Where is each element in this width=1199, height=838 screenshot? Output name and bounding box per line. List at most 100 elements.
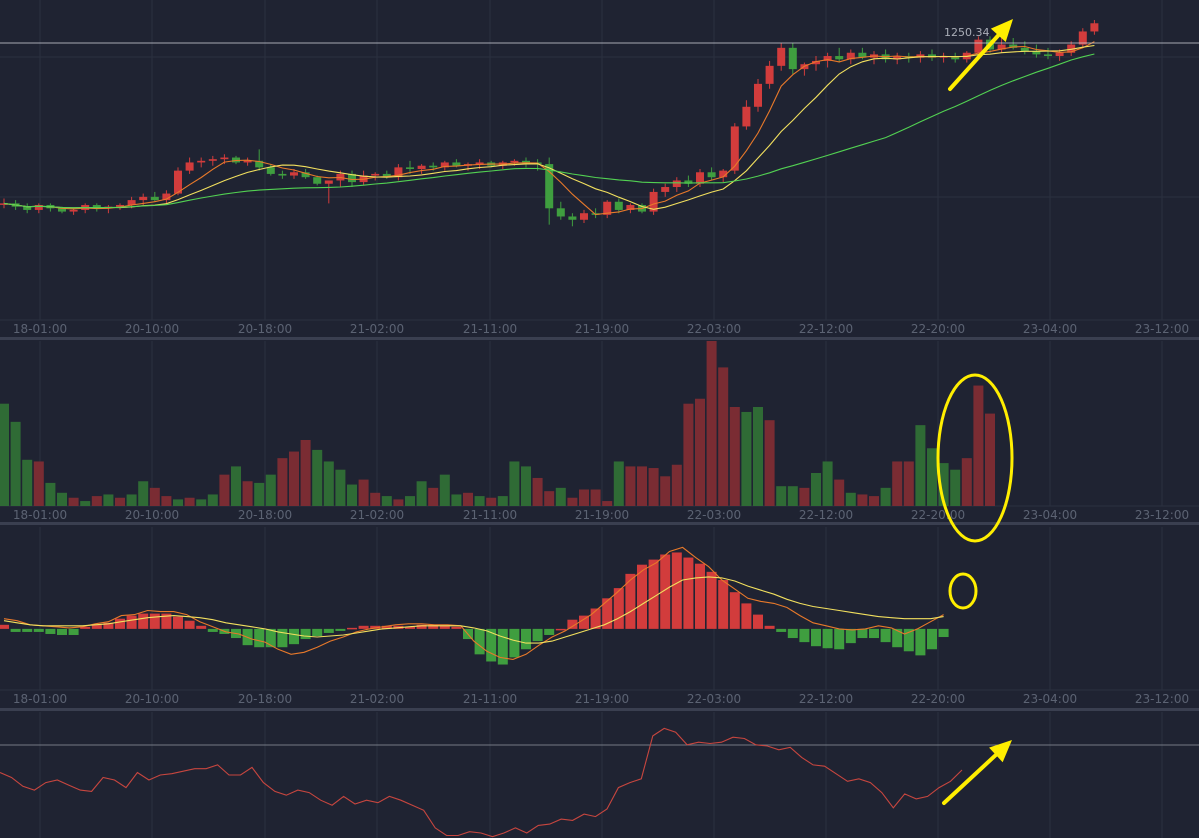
volume-bar: [613, 461, 624, 506]
volume-bar: [869, 496, 879, 506]
macd-x-tick-label: 22-12:00: [799, 692, 853, 706]
volume-x-tick-label: 20-10:00: [125, 508, 179, 522]
macd-histogram-bar: [648, 559, 659, 629]
current-price-label: 1250.34: [944, 26, 990, 39]
volume-bar: [300, 440, 311, 506]
arrow-head: [989, 740, 1012, 763]
volume-bar: [428, 487, 439, 506]
macd-x-tick-label: 21-02:00: [350, 692, 404, 706]
candle-body: [197, 160, 206, 163]
volume-bar: [173, 499, 183, 506]
macd-x-tick-label: 18-01:00: [13, 692, 67, 706]
volume-bar: [787, 486, 798, 506]
volume-x-tick-label: 22-20:00: [911, 508, 965, 522]
volume-bar: [0, 403, 9, 506]
macd-histogram-bar: [22, 628, 33, 632]
candle-body: [997, 44, 1006, 50]
volume-bar: [544, 491, 555, 506]
candle-body: [34, 205, 43, 210]
macd-histogram-bar: [115, 618, 125, 629]
volume-bar: [799, 487, 810, 506]
macd-histogram-bar: [103, 622, 114, 629]
macd-histogram-bar: [428, 624, 439, 629]
candle-body: [719, 170, 728, 178]
macd-histogram-bar: [33, 628, 44, 632]
volume-bar: [312, 449, 323, 506]
macd-histogram-bar: [741, 603, 752, 629]
candle-body: [92, 205, 101, 209]
price-x-tick-label: 21-02:00: [350, 322, 404, 336]
macd-histogram-bar: [903, 628, 914, 652]
candle-body: [765, 65, 774, 84]
candle-body: [1055, 52, 1064, 57]
volume-bar: [845, 492, 856, 506]
macd-x-tick-label: 20-10:00: [125, 692, 179, 706]
volume-bar: [358, 479, 369, 506]
macd-histogram-bar: [555, 628, 566, 631]
volume-bar: [126, 494, 137, 506]
price-x-tick-label: 21-11:00: [463, 322, 517, 336]
volume-bar: [335, 469, 346, 506]
macd-histogram-bar: [613, 588, 624, 629]
macd-histogram-bar: [845, 628, 856, 644]
volume-bar: [579, 489, 589, 506]
candle-body: [522, 160, 530, 163]
macd-histogram-bar: [300, 628, 311, 640]
macd-histogram-bar: [590, 608, 601, 629]
macd-histogram-bar: [892, 628, 903, 648]
macd-histogram-bar: [834, 628, 845, 650]
candle-body: [1020, 47, 1029, 52]
volume-bar: [115, 497, 125, 506]
volume-bar: [347, 484, 357, 506]
volume-bar: [10, 421, 21, 506]
volume-bar: [57, 492, 67, 506]
volume-bar: [625, 466, 636, 506]
macd-histogram-bar: [45, 628, 56, 634]
candle-body: [1032, 51, 1041, 55]
volume-bar: [950, 469, 961, 506]
candle-body: [150, 196, 159, 201]
candle-body: [1078, 31, 1087, 45]
volume-bar: [602, 501, 613, 506]
volume-bar: [834, 479, 845, 506]
macd-histogram-bar: [381, 625, 392, 629]
candle-body: [452, 162, 461, 166]
macd-histogram-bar: [753, 614, 763, 629]
macd-histogram-bar: [138, 613, 149, 629]
volume-bar: [776, 486, 787, 506]
volume-bar: [683, 403, 694, 506]
volume-x-tick-label: 21-02:00: [350, 508, 404, 522]
macd-histogram-bar: [927, 628, 937, 650]
macd-histogram-bar: [196, 625, 207, 629]
candle-body: [951, 56, 960, 60]
candle-body: [684, 180, 693, 184]
macd-histogram-bar: [184, 620, 195, 629]
candle-body: [661, 187, 670, 192]
macd-x-tick-label: 21-11:00: [463, 692, 517, 706]
volume-bar: [80, 501, 91, 506]
price-x-tick-label: 23-12:00: [1135, 322, 1189, 336]
macd-dif-line: [3, 546, 944, 660]
candle-body: [429, 165, 438, 168]
ma-mid-line: [3, 44, 1095, 210]
macd-histogram-bar: [207, 628, 218, 632]
volume-x-tick-label: 21-19:00: [575, 508, 629, 522]
volume-bar: [289, 451, 299, 506]
candle-body: [127, 200, 136, 206]
volume-x-tick-label: 23-12:00: [1135, 508, 1189, 522]
volume-bar: [184, 497, 195, 506]
macd-histogram-bar: [579, 615, 589, 629]
macd-x-tick-label: 22-20:00: [911, 692, 965, 706]
candle-body: [707, 172, 716, 178]
volume-bar: [138, 481, 149, 506]
candle-body: [580, 213, 588, 220]
volume-bar: [811, 473, 821, 506]
volume-bar: [149, 487, 160, 506]
volume-bar: [880, 487, 891, 506]
macd-histogram: [0, 552, 949, 665]
volume-bar: [741, 411, 752, 506]
candle-body: [301, 172, 310, 178]
volume-x-tick-label: 22-12:00: [799, 508, 853, 522]
candle-body: [208, 159, 217, 161]
